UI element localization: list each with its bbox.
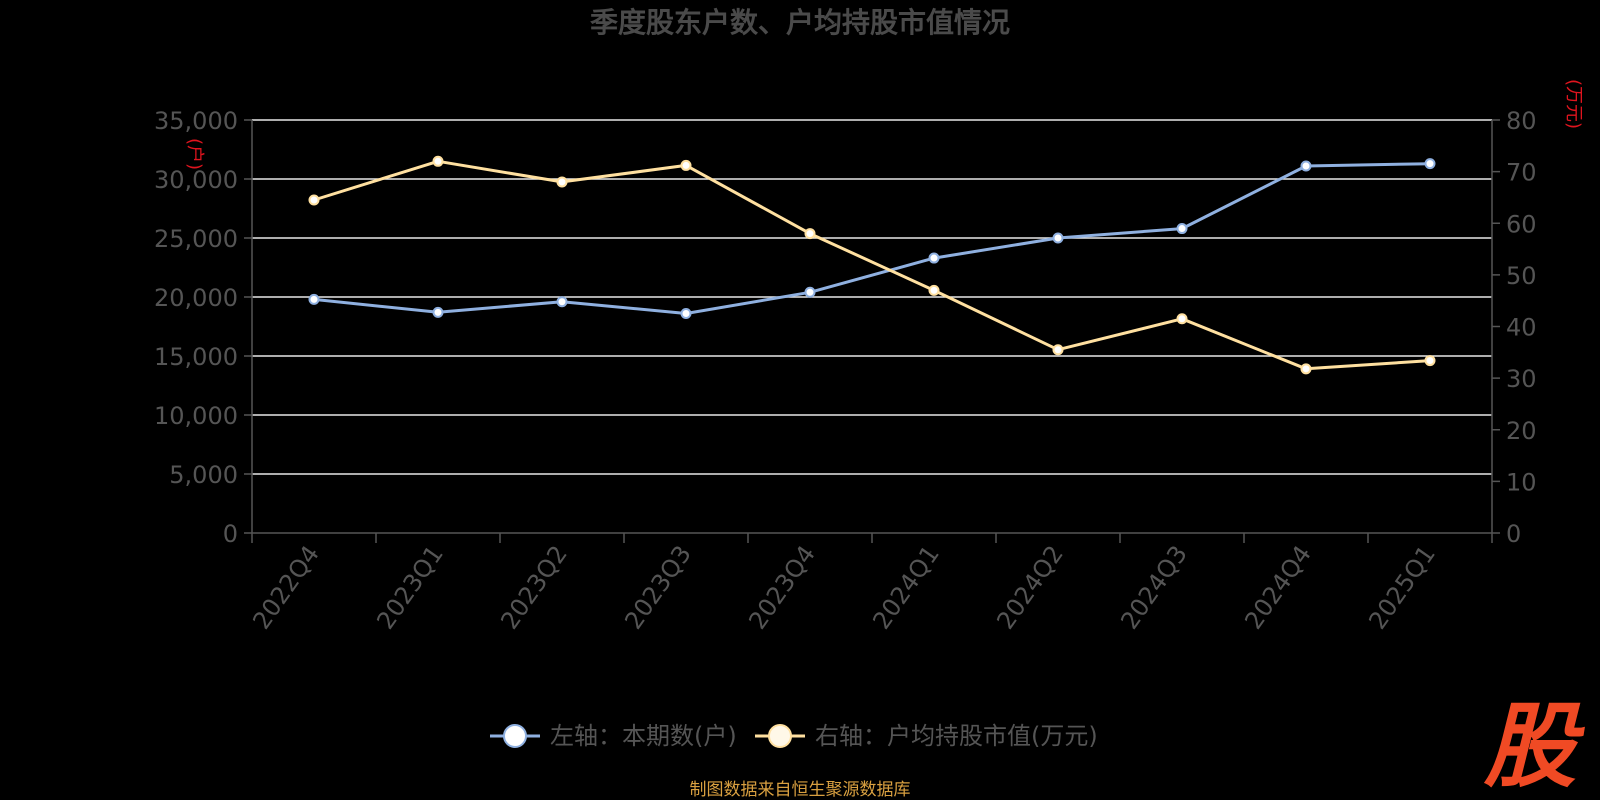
data-point-left: [804, 286, 816, 298]
right-axis-tick-label: 40: [1506, 314, 1537, 342]
data-point-right: [1424, 355, 1436, 367]
x-axis-tick-label: 2024Q4: [1239, 540, 1317, 634]
right-axis-tick-label: 50: [1506, 262, 1537, 290]
x-axis-tick-label: 2024Q3: [1115, 540, 1193, 634]
data-point-left: [1300, 160, 1312, 172]
data-point-left: [1052, 232, 1064, 244]
right-axis-unit: (万元): [1563, 79, 1584, 129]
data-point-left: [680, 308, 692, 320]
data-point-left: [928, 252, 940, 264]
x-axis: 2022Q4 2023Q1 2023Q2 2023Q3 2023Q4 2024Q1 2024…: [247, 532, 1493, 634]
left-axis-tick-label: 15,000: [154, 343, 238, 371]
x-axis-tick-label: 2022Q4: [247, 540, 325, 634]
x-axis-tick-label: 2025Q1: [1363, 540, 1441, 634]
x-axis-tick-label: 2023Q4: [743, 540, 821, 634]
data-point-right: [1176, 313, 1188, 325]
x-axis-tick-label: 2024Q1: [867, 540, 945, 634]
left-axis-tick-label: 0: [223, 520, 238, 548]
data-point-right: [308, 194, 320, 206]
right-axis-tick-label: 80: [1506, 107, 1537, 135]
left-axis-tick-label: 30,000: [154, 166, 238, 194]
right-axis-tick-label: 30: [1506, 365, 1537, 393]
right-axis-tick-label: 70: [1506, 159, 1537, 187]
data-source-note: 制图数据来自恒生聚源数据库: [690, 780, 911, 800]
x-axis-tick-label: 2023Q1: [371, 540, 449, 634]
right-axis-tick-label: 20: [1506, 417, 1537, 445]
left-axis-tick-label: 10,000: [154, 402, 238, 430]
legend-item-right[interactable]: 右轴：户均持股市值(万元): [755, 722, 1098, 750]
x-axis-tick-label: 2024Q2: [991, 540, 1069, 634]
x-axis-tick-label: 2023Q2: [495, 540, 573, 634]
data-point-right: [432, 155, 444, 167]
right-axis-tick-label: 10: [1506, 468, 1537, 496]
left-axis-unit: (户): [184, 138, 205, 170]
data-point-right: [1052, 344, 1064, 356]
right-axis-tick-label: 60: [1506, 210, 1537, 238]
data-point-right: [680, 159, 692, 171]
series-line-right: [313, 159, 1431, 371]
left-axis-tick-label: 35,000: [154, 107, 238, 135]
data-point-right: [804, 228, 816, 240]
data-point-left: [432, 306, 444, 318]
right-y-axis: 0 10 20 30 40 50 60 70 80: [1491, 107, 1537, 548]
logo-mark: 股: [1483, 693, 1585, 800]
data-point-left: [1176, 223, 1188, 235]
data-point-left: [556, 296, 568, 308]
grid-lines: [252, 119, 1492, 475]
right-axis-tick-label: 0: [1506, 520, 1521, 548]
left-axis-tick-label: 5,000: [169, 461, 238, 489]
legend-label-right: 右轴：户均持股市值(万元): [815, 722, 1098, 750]
legend-marker-left: [503, 724, 527, 748]
series-layer: [308, 155, 1436, 375]
legend-item-left[interactable]: 左轴：本期数(户): [490, 722, 737, 750]
legend-label-left: 左轴：本期数(户): [550, 722, 737, 750]
data-point-right: [928, 284, 940, 296]
legend[interactable]: 左轴：本期数(户) 右轴：户均持股市值(万元): [490, 722, 1098, 750]
chart-title: 季度股东户数、户均持股市值情况: [590, 6, 1010, 39]
data-point-left: [308, 293, 320, 305]
data-point-left: [1424, 158, 1436, 170]
left-axis-tick-label: 25,000: [154, 225, 238, 253]
data-point-right: [1300, 363, 1312, 375]
x-axis-tick-label: 2023Q3: [619, 540, 697, 634]
data-point-right: [556, 176, 568, 188]
series-line-left: [313, 162, 1431, 315]
left-axis-tick-label: 20,000: [154, 284, 238, 312]
legend-marker-right: [768, 724, 792, 748]
left-y-axis: 0 5,000 10,000 15,000 20,000 25,000 30,000 35,0…: [154, 107, 253, 548]
